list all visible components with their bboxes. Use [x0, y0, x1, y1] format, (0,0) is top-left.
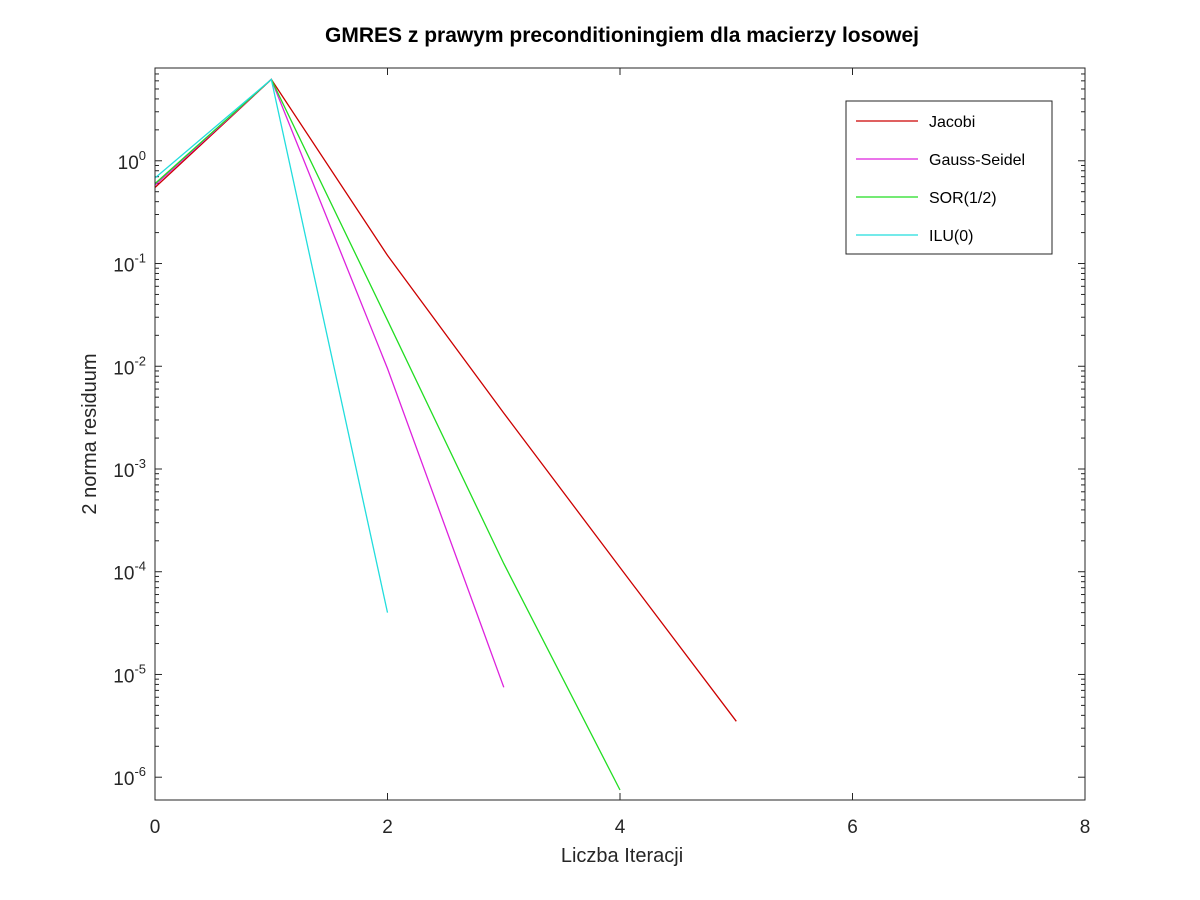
y-tick-label: 10-5 [113, 661, 146, 687]
x-tick-label: 6 [847, 817, 858, 838]
legend-box [845, 100, 1053, 255]
plot-frame [154, 67, 1086, 801]
legend-label-gauss-seidel: Gauss-Seidel [929, 152, 1025, 169]
legend: Jacobi Gauss-Seidel SOR(1/2) ILU(0) [845, 100, 1053, 255]
x-tick-label: 0 [150, 817, 161, 838]
x-tick-label: 4 [615, 817, 626, 838]
legend-label-jacobi: Jacobi [929, 114, 975, 131]
series-line-ilu-0 [154, 78, 389, 613]
legend-label-sor-1-2: SOR(1/2) [929, 190, 997, 207]
y-tick-label: 10-1 [113, 251, 146, 277]
legend-label-ilu-0: ILU(0) [929, 228, 973, 245]
series-line-jacobi [154, 78, 737, 722]
y-tick-label: 10-2 [113, 353, 146, 379]
chart-title: GMRES z prawym preconditioningiem dla ma… [325, 24, 919, 47]
series-layer [154, 78, 737, 791]
y-tick-label: 100 [118, 148, 146, 174]
x-tick-label: 2 [382, 817, 393, 838]
ticks-layer: 0 2 4 6 8 100 10-1 10-2 10-3 10-4 10-5 10-6 [113, 67, 1091, 838]
y-tick-label: 10-3 [113, 456, 146, 482]
series-line-sor-1-2 [154, 78, 621, 791]
x-axis-label: Liczba Iteracji [561, 845, 683, 867]
series-line-gauss-seidel [154, 78, 505, 688]
x-tick-label: 8 [1080, 817, 1091, 838]
y-axis-label: 2 norma residuum [79, 353, 101, 514]
y-tick-label: 10-4 [113, 559, 146, 585]
y-tick-label: 10-6 [113, 764, 146, 790]
